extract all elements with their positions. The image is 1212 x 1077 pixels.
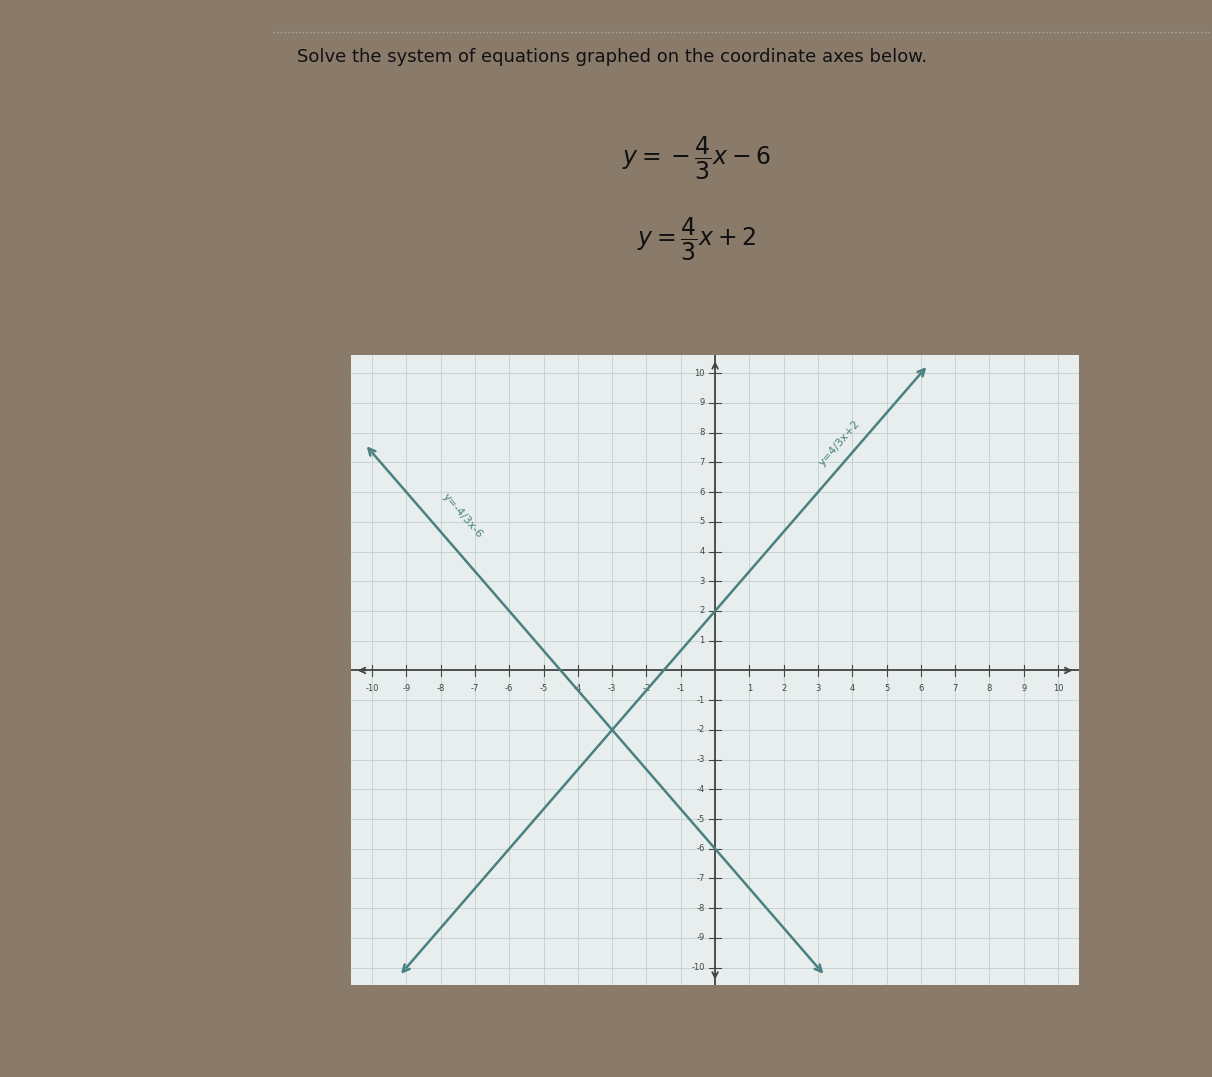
Text: 3: 3 <box>816 684 821 693</box>
Text: -1: -1 <box>676 684 685 693</box>
Text: -5: -5 <box>539 684 548 693</box>
Text: 5: 5 <box>699 517 705 527</box>
Text: 1: 1 <box>699 637 705 645</box>
Text: -5: -5 <box>697 814 705 824</box>
Text: -6: -6 <box>697 844 705 853</box>
Text: -3: -3 <box>697 755 705 764</box>
Text: -3: -3 <box>608 684 617 693</box>
Text: Solve the system of equations graphed on the coordinate axes below.: Solve the system of equations graphed on… <box>297 48 927 67</box>
Text: -7: -7 <box>697 873 705 883</box>
Text: y=-4/3x-6: y=-4/3x-6 <box>441 491 485 540</box>
Text: 8: 8 <box>699 429 705 437</box>
Text: 4: 4 <box>699 547 705 556</box>
Text: -1: -1 <box>697 696 705 704</box>
Text: 8: 8 <box>987 684 993 693</box>
Text: -9: -9 <box>402 684 411 693</box>
Text: 3: 3 <box>699 577 705 586</box>
Text: -7: -7 <box>470 684 479 693</box>
Text: 5: 5 <box>884 684 890 693</box>
Text: -2: -2 <box>697 726 705 735</box>
Text: 9: 9 <box>699 398 705 407</box>
Text: 6: 6 <box>919 684 924 693</box>
Text: 4: 4 <box>850 684 854 693</box>
Text: 10: 10 <box>694 368 705 378</box>
Text: $y = -\dfrac{4}{3}x - 6$: $y = -\dfrac{4}{3}x - 6$ <box>623 135 771 182</box>
Text: -10: -10 <box>691 963 705 973</box>
Text: -8: -8 <box>436 684 445 693</box>
Text: 10: 10 <box>1053 684 1063 693</box>
Text: 2: 2 <box>781 684 787 693</box>
Text: -4: -4 <box>573 684 582 693</box>
Text: 9: 9 <box>1022 684 1027 693</box>
Text: -6: -6 <box>505 684 514 693</box>
Text: -8: -8 <box>697 904 705 912</box>
Text: 6: 6 <box>699 488 705 496</box>
Text: 2: 2 <box>699 606 705 615</box>
Text: $y = \dfrac{4}{3}x + 2$: $y = \dfrac{4}{3}x + 2$ <box>638 215 756 263</box>
Text: -2: -2 <box>642 684 651 693</box>
Text: -4: -4 <box>697 785 705 794</box>
Text: -9: -9 <box>697 934 705 942</box>
Text: 7: 7 <box>699 458 705 467</box>
Text: 1: 1 <box>747 684 751 693</box>
Text: 7: 7 <box>953 684 957 693</box>
Text: -10: -10 <box>365 684 379 693</box>
Text: y=4/3x+2: y=4/3x+2 <box>817 419 862 468</box>
